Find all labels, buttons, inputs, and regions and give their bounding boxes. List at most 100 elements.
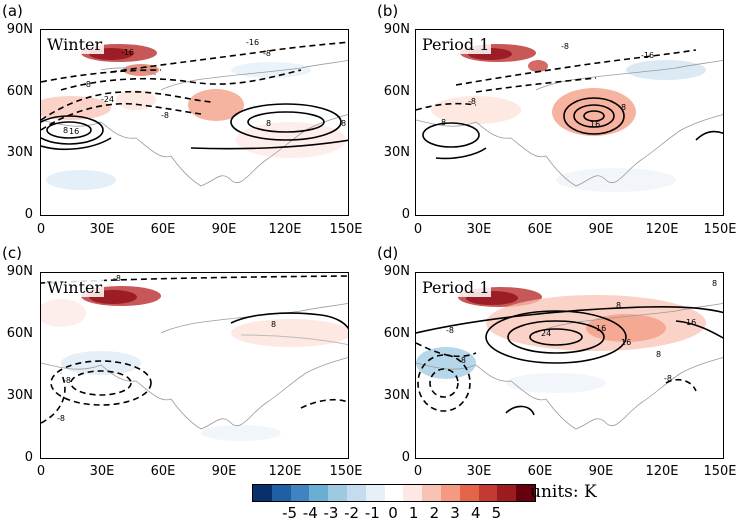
contour-label-d: -8 [458,356,466,365]
colorbar-swatch [365,485,385,501]
panel-a-season: Winter [45,35,105,54]
map-panel-b: -8 -16 8 8 16 -8 Period 1 [415,29,724,216]
lon-tick-60e: 60E [150,222,176,237]
colorbar [252,484,536,502]
lon-tick-120e: 120E [268,222,302,237]
contour-label-d: 24 [541,329,551,338]
cold-anomaly [416,347,476,379]
contour-label-d: 16 [596,324,606,333]
lat-tick-60n: 60N [383,326,410,341]
colorbar-tick-label: 3 [450,504,460,522]
contour-label-a: 16 [69,127,79,136]
lat-tick-60n: 60N [6,326,33,341]
shading [416,287,706,393]
colorbar-tick-label: 4 [470,504,481,522]
warm-anomaly [231,319,348,347]
panel-a-letter: (a) [2,2,23,20]
colorbar-swatch [328,485,347,501]
contour-label-d: 8 [616,301,621,310]
lat-tick-0: 0 [401,450,410,465]
contour-labels: 8 8 24 16 16 16 8 -8 -8 -8 [446,279,717,383]
warm-anomaly [552,88,636,136]
cold-anomaly [231,62,311,78]
panel-b-season: Period 1 [420,35,492,54]
lat-tick-30n: 30N [6,145,33,160]
contour-label-b: 16 [590,120,600,129]
warm-anomaly [41,299,86,327]
contours [416,49,723,160]
contours [41,41,348,151]
colorbar-tick-label: -4 [302,504,318,522]
colorbar-swatch [403,485,423,501]
map-panel-a: -16 -16 -8 -8 -24 -8 8 16 8 8 Winter [40,29,349,216]
colorbar-tick-label: -5 [282,504,298,522]
contour-labels: -8 -16 8 8 16 -8 [441,42,654,129]
lat-tick-60n: 60N [6,84,33,99]
lon-tick-30e: 30E [466,464,492,479]
lon-tick-90e: 90E [588,464,614,479]
contour-label-a: -16 [121,48,134,57]
cold-anomaly [201,425,281,441]
lat-tick-30n: 30N [383,145,410,160]
colorbar-swatch [290,485,310,501]
lat-tick-60n: 60N [383,84,410,99]
contour-label-a: -8 [161,111,169,120]
contour-label-a: -8 [263,49,271,58]
colorbar-swatch [422,485,441,501]
contour-label-b: -16 [641,51,654,60]
lon-tick-90e: 90E [211,464,237,479]
lon-tick-120e: 120E [268,464,302,479]
contour-label-c: -8 [113,274,121,283]
lon-tick-60e: 60E [527,464,553,479]
colorbar-swatch [346,485,366,501]
panel-c-season: Winter [45,278,105,297]
colorbar-units: units: K [530,482,597,502]
colorbar-tick-label: 1 [408,504,419,522]
lon-tick-120e: 120E [645,464,679,479]
shading [431,44,706,192]
warm-anomaly [41,96,111,120]
shading [41,286,348,441]
coastline [41,59,348,187]
contour-label-a: 8 [63,126,68,135]
colorbar-swatch [271,485,291,501]
contour-label-b: -8 [561,42,569,51]
lon-tick-150e: 150E [329,222,363,237]
cold-anomaly [46,170,116,190]
lon-tick-150e: 150E [703,464,737,479]
contour-label-a: -8 [83,80,91,89]
colorbar-tick-label: 0 [388,504,398,522]
contour-label-d: 8 [656,350,661,359]
lon-tick-120e: 120E [645,222,679,237]
lat-tick-30n: 30N [6,388,33,403]
contour-label-d: 16 [686,318,696,327]
colorbar-swatch [440,485,460,501]
contour-label-a: -24 [101,95,114,104]
panel-b-letter: (b) [377,2,399,20]
colorbar-swatch [253,485,272,501]
lat-tick-90n: 90N [383,264,410,279]
lat-tick-90n: 90N [383,22,410,37]
contour-label-a: -16 [246,38,259,47]
contour-labels: -8 8 -8 -8 [57,274,276,423]
cold-anomaly [626,60,706,80]
lon-tick-150e: 150E [703,222,737,237]
lon-tick-30e: 30E [89,464,115,479]
contour-label-d: 16 [621,338,631,347]
lon-tick-30e: 30E [466,222,492,237]
warm-anomaly [431,96,521,124]
cold-anomaly [506,373,606,393]
contour-label-b: 8 [441,118,446,127]
lon-tick-0: 0 [413,464,423,479]
contour-label-c: -8 [57,414,65,423]
contours [416,306,723,416]
contour-labels: -16 -16 -8 -8 -24 -8 8 16 8 8 [63,38,346,136]
warm-anomaly [586,314,666,342]
contour-label-b: 8 [621,103,626,112]
panel-c-letter: (c) [2,244,22,262]
lon-tick-30e: 30E [89,222,115,237]
warm-anomaly [188,89,244,121]
lon-tick-90e: 90E [588,222,614,237]
contour-label-d: -8 [664,374,672,383]
map-panel-d: 8 8 24 16 16 16 8 -8 -8 -8 Period 1 [415,272,724,459]
